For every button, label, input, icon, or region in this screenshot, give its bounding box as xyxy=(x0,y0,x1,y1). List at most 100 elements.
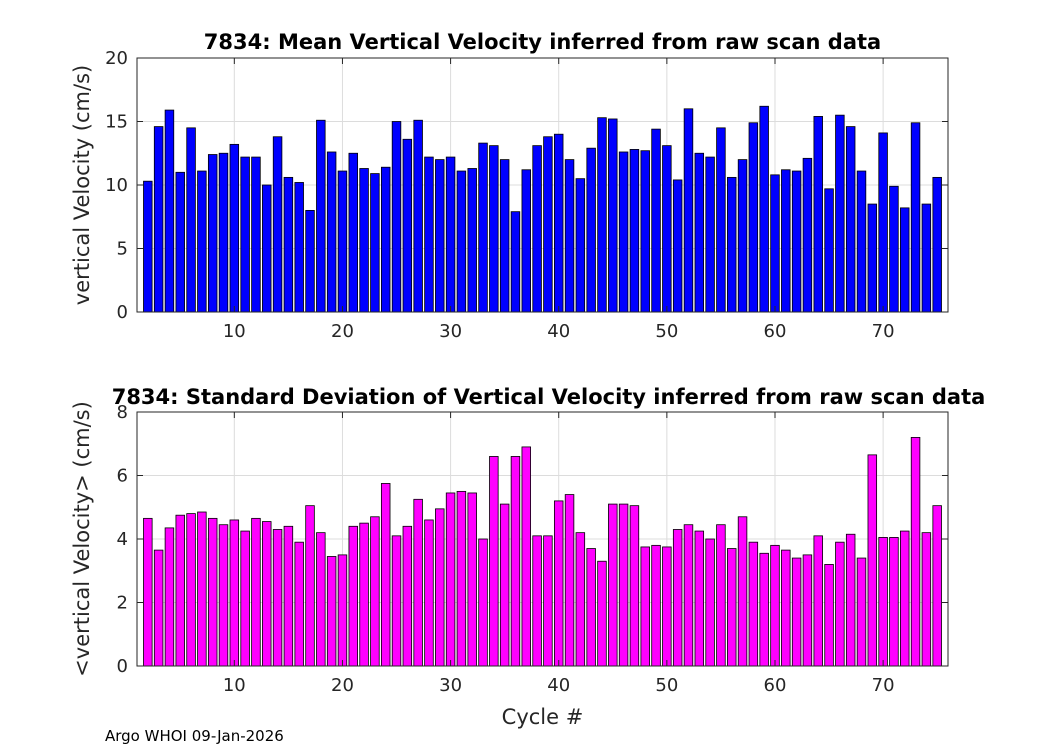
mean-bar-cycle-29 xyxy=(435,159,445,313)
stddev-bar-cycle-11 xyxy=(240,530,250,667)
stddev-bar-cycle-28 xyxy=(424,519,434,667)
stddev-bar-cycle-44 xyxy=(597,560,607,667)
stddev-bar-cycle-61 xyxy=(781,549,791,667)
stddev-bar-cycle-68 xyxy=(856,557,867,667)
mean-ytick-label-10: 10 xyxy=(105,175,128,196)
stddev-bar-cycle-27 xyxy=(413,498,423,667)
stddev-bar-cycle-17 xyxy=(305,505,315,667)
stddev-bar-cycle-7 xyxy=(197,511,207,667)
stddev-bar-cycle-33 xyxy=(478,538,488,667)
stddev-bar-cycle-29 xyxy=(435,508,445,667)
stddev-bar-cycle-71 xyxy=(889,537,899,667)
stddev-bar-cycle-73 xyxy=(910,436,921,667)
stddev-bar-cycle-65 xyxy=(824,564,834,667)
mean-bar-cycle-62 xyxy=(791,170,802,313)
stddev-bar-cycle-18 xyxy=(316,532,326,667)
stddev-bar-cycle-31 xyxy=(456,490,467,667)
mean-bar-cycle-54 xyxy=(705,156,715,313)
mean-bar-cycle-6 xyxy=(186,127,196,313)
mean-bar-cycle-47 xyxy=(629,149,640,313)
mean-bar-cycle-38 xyxy=(532,145,542,313)
mean-bar-cycle-53 xyxy=(694,152,705,313)
mean-ytick-label-15: 15 xyxy=(105,112,128,133)
mean-xtick-label-50: 50 xyxy=(655,321,678,342)
mean-bar-cycle-59 xyxy=(759,105,769,313)
mean-bar-cycle-20 xyxy=(337,170,348,313)
stddev-bar-cycle-52 xyxy=(683,524,694,667)
mean-bar-cycle-52 xyxy=(683,108,694,313)
stddev-xtick-label-60: 60 xyxy=(764,675,787,696)
stddev-bar-cycle-74 xyxy=(921,532,932,667)
mean-bar-cycle-40 xyxy=(553,133,564,313)
mean-bar-cycle-30 xyxy=(445,156,456,313)
mean-bar-cycle-3 xyxy=(153,126,164,313)
mean-bar-cycle-27 xyxy=(413,119,423,313)
mean-bar-cycle-14 xyxy=(272,136,283,313)
mean-bar-cycle-71 xyxy=(889,185,899,313)
stddev-chart-title: 7834: Standard Deviation of Vertical Vel… xyxy=(112,385,986,409)
mean-xtick-label-60: 60 xyxy=(764,321,787,342)
stddev-bar-cycle-30 xyxy=(445,492,456,667)
stddev-bar-cycle-23 xyxy=(370,516,380,667)
stddev-bar-cycle-4 xyxy=(164,527,175,667)
mean-bar-cycle-17 xyxy=(305,209,315,313)
stddev-bar-cycle-13 xyxy=(262,521,272,667)
mean-xtick-label-70: 70 xyxy=(872,321,895,342)
stddev-bar-cycle-22 xyxy=(359,522,369,667)
stddev-bar-cycle-48 xyxy=(640,546,650,667)
stddev-bar-cycle-34 xyxy=(489,456,499,667)
stddev-ytick-label-8: 8 xyxy=(117,402,128,423)
stddev-bar-cycle-10 xyxy=(229,519,240,667)
stddev-velocity-plot: 10 20 30 40 50 60 70 0 2 4 6 8 7834: Standard Devia… xyxy=(70,385,985,729)
mean-ytick-label-0: 0 xyxy=(117,302,128,323)
stddev-bar-cycle-32 xyxy=(467,492,477,667)
mean-bar-cycle-39 xyxy=(543,136,553,313)
mean-bar-cycle-32 xyxy=(467,168,477,313)
mean-bar-cycle-24 xyxy=(380,166,391,313)
mean-bar-cycle-45 xyxy=(608,118,618,313)
mean-bar-cycle-5 xyxy=(175,171,185,313)
stddev-bar-cycle-26 xyxy=(402,525,413,667)
stddev-bar-cycle-56 xyxy=(727,548,737,667)
mean-bar-cycle-9 xyxy=(218,152,229,313)
mean-bar-cycle-18 xyxy=(316,119,326,313)
mean-bar-cycle-58 xyxy=(748,122,759,313)
mean-bar-cycle-7 xyxy=(197,170,207,313)
stddev-bar-cycle-15 xyxy=(283,525,294,667)
stddev-ytick-label-2: 2 xyxy=(117,593,128,614)
stddev-ticks: 10 20 30 40 50 60 70 0 2 4 6 8 xyxy=(117,402,948,696)
stddev-bar-cycle-25 xyxy=(391,535,402,667)
mean-bar-cycle-26 xyxy=(402,138,413,313)
stddev-bar-cycle-45 xyxy=(608,503,618,667)
mean-bar-cycle-63 xyxy=(802,157,813,313)
mean-bar-cycle-35 xyxy=(499,159,510,313)
stddev-bar-cycle-49 xyxy=(651,544,661,667)
mean-xtick-label-10: 10 xyxy=(223,321,246,342)
mean-bar-cycle-33 xyxy=(478,142,488,313)
mean-bar-cycle-48 xyxy=(640,150,650,313)
mean-chart-title: 7834: Mean Vertical Velocity inferred fr… xyxy=(204,30,881,54)
mean-bar-cycle-37 xyxy=(521,169,532,313)
mean-bar-cycle-4 xyxy=(164,109,175,313)
stddev-ytick-label-6: 6 xyxy=(117,466,128,487)
stddev-bar-cycle-75 xyxy=(932,505,942,667)
stddev-xtick-label-30: 30 xyxy=(439,675,462,696)
mean-bar-cycle-64 xyxy=(813,116,823,313)
stddev-bar-cycle-21 xyxy=(348,525,358,667)
stddev-bar-cycle-47 xyxy=(629,505,640,667)
stddev-xtick-label-40: 40 xyxy=(547,675,570,696)
stddev-bar-cycle-37 xyxy=(521,446,532,667)
mean-bar-cycle-69 xyxy=(867,203,878,313)
stddev-bar-cycle-19 xyxy=(326,556,337,667)
mean-bar-cycle-16 xyxy=(294,182,304,313)
stddev-bar-cycle-5 xyxy=(175,514,185,667)
mean-bar-cycle-57 xyxy=(737,159,748,313)
mean-bar-cycle-13 xyxy=(262,184,272,313)
mean-bar-cycle-28 xyxy=(424,156,434,313)
stddev-xtick-label-50: 50 xyxy=(655,675,678,696)
stddev-bar-cycle-66 xyxy=(835,541,845,667)
stddev-bar-cycle-35 xyxy=(499,503,510,667)
mean-bar-cycle-72 xyxy=(900,207,910,313)
stddev-bar-cycle-57 xyxy=(737,516,748,667)
